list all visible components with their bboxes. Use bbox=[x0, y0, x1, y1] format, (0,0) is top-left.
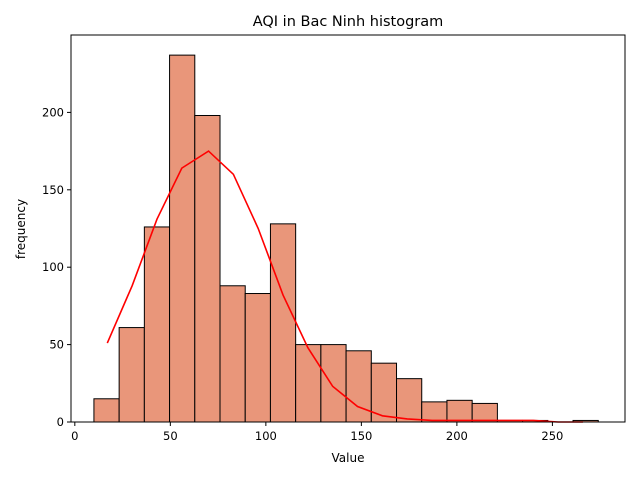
x-tick-label: 50 bbox=[163, 429, 178, 443]
plot-frame bbox=[70, 34, 626, 423]
y-tick-label: 100 bbox=[42, 260, 64, 274]
histogram-bar bbox=[219, 285, 246, 423]
histogram-bar bbox=[93, 398, 120, 423]
x-axis-label: Value bbox=[332, 451, 365, 465]
histogram-bar bbox=[370, 362, 398, 423]
x-tick-label: 250 bbox=[541, 429, 563, 443]
histogram-bar bbox=[244, 293, 271, 423]
kde-line bbox=[106, 150, 583, 423]
histogram-bar bbox=[295, 344, 322, 423]
y-axis-ticks: 0 50 100 150 200 bbox=[42, 105, 71, 429]
chart-title: AQI in Bac Ninh histogram bbox=[253, 14, 444, 30]
histogram-bar bbox=[396, 378, 423, 423]
histogram-bar bbox=[169, 54, 196, 423]
x-tick-label: 0 bbox=[71, 429, 78, 443]
x-tick-label: 100 bbox=[255, 429, 277, 443]
histogram-bar bbox=[118, 327, 145, 423]
x-tick-label: 150 bbox=[350, 429, 372, 443]
histogram-bar bbox=[421, 401, 448, 423]
y-tick-label: 150 bbox=[42, 183, 64, 197]
histogram-bar bbox=[194, 114, 221, 423]
histogram-bar bbox=[446, 399, 473, 423]
y-tick-label: 200 bbox=[42, 105, 64, 119]
y-tick-label: 0 bbox=[57, 415, 64, 429]
bars-group bbox=[93, 54, 599, 423]
histogram-bar bbox=[143, 226, 171, 423]
histogram-bar bbox=[471, 402, 498, 423]
histogram-bar bbox=[320, 344, 347, 423]
y-axis-label: frequency bbox=[14, 199, 28, 259]
x-axis-ticks: 0 50 100 150 200 250 bbox=[71, 422, 563, 443]
histogram-bar bbox=[345, 350, 372, 423]
x-tick-label: 200 bbox=[446, 429, 468, 443]
y-tick-label: 50 bbox=[49, 338, 64, 352]
histogram-bar bbox=[269, 223, 297, 423]
